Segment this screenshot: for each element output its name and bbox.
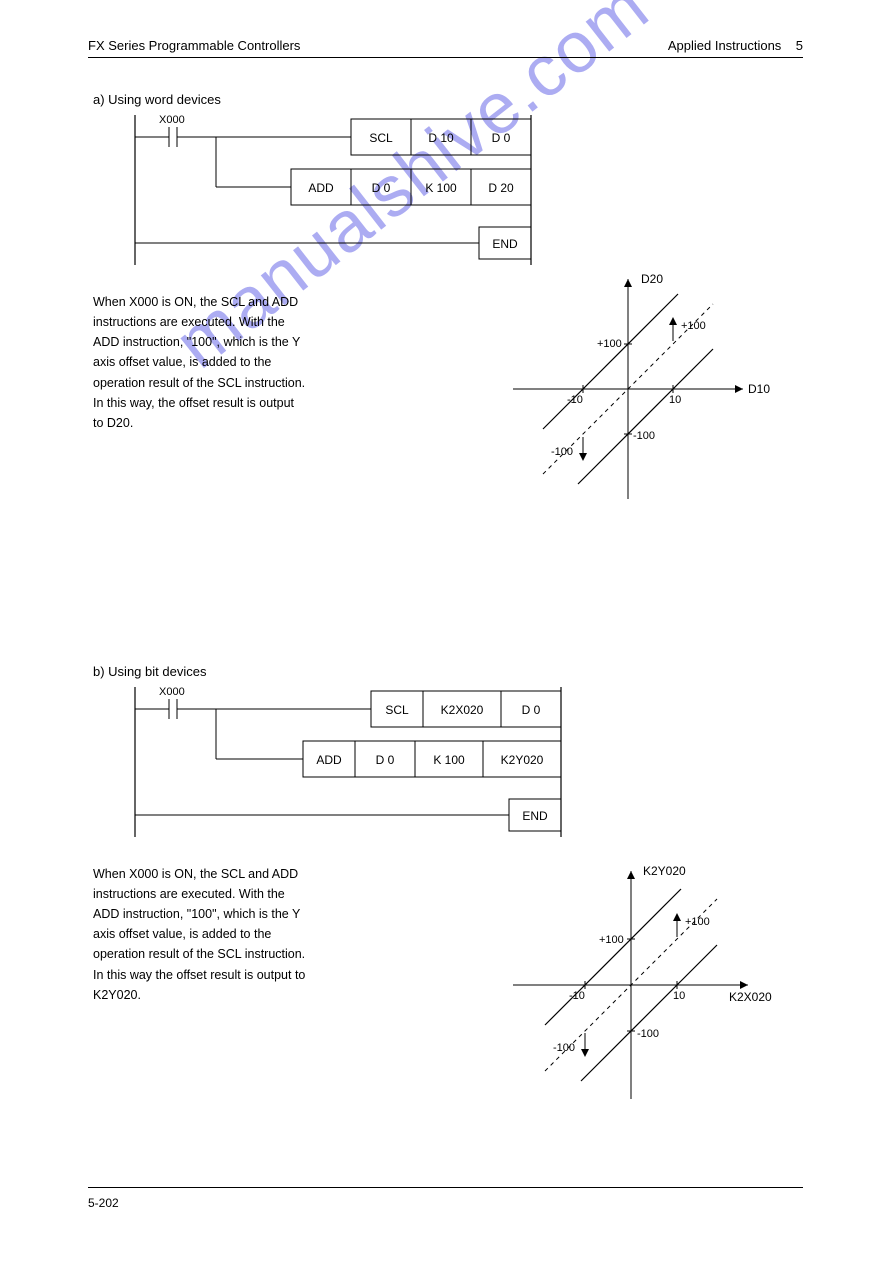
graph-b-xtick-neg: -10 bbox=[569, 990, 585, 1002]
header-right: Applied Instructions 5 bbox=[668, 38, 803, 53]
desc-a: When X000 is ON, the SCL and ADD instruc… bbox=[93, 293, 463, 434]
ladder-a-r2-b2: D 0 bbox=[372, 181, 391, 195]
desc-a-l7: to D20. bbox=[93, 414, 463, 432]
graph-a-ylabel: D20 bbox=[641, 272, 663, 286]
ladder-a-r1-b2: D 10 bbox=[428, 131, 454, 145]
header-left: FX Series Programmable Controllers bbox=[88, 38, 300, 53]
page-content: FX Series Programmable Controllers Appli… bbox=[88, 38, 803, 1006]
desc-b-l7: K2Y020. bbox=[93, 986, 463, 1004]
ladder-diagram-a: X000 SCL D 10 D 0 ADD D 0 K 100 D 20 END bbox=[131, 115, 803, 275]
desc-b-l2: instructions are executed. With the bbox=[93, 885, 463, 903]
section-b-title: b) Using bit devices bbox=[93, 664, 803, 679]
graph-b-ytick-neg: -100 bbox=[637, 1028, 659, 1040]
graph-a-xtick-pos: 10 bbox=[669, 394, 681, 406]
graph-a-arrow-up: +100 bbox=[681, 320, 706, 332]
ladder-a-r2-b3: K 100 bbox=[425, 181, 457, 195]
section-a-title: a) Using word devices bbox=[93, 92, 803, 107]
desc-a-l5: operation result of the SCL instruction. bbox=[93, 374, 463, 392]
ladder-a-r3-b1: END bbox=[492, 237, 518, 251]
desc-a-l6: In this way, the offset result is output bbox=[93, 394, 463, 412]
graph-b: K2Y020 K2X020 +100 -100 10 -10 +100 -100 bbox=[493, 857, 793, 1117]
graph-b-ylabel: K2Y020 bbox=[643, 864, 686, 878]
footer-left: 5-202 bbox=[88, 1196, 119, 1210]
header-right-title: Applied Instructions bbox=[668, 38, 781, 53]
ladder-b-contact: X000 bbox=[159, 687, 185, 698]
desc-b-l5: operation result of the SCL instruction. bbox=[93, 945, 463, 963]
graph-b-xlabel: K2X020 bbox=[729, 990, 772, 1004]
desc-a-l2: instructions are executed. With the bbox=[93, 313, 463, 331]
graph-a: D20 D10 +100 -100 10 -10 +100 -100 bbox=[493, 269, 793, 519]
desc-b-l3: ADD instruction, "100", which is the Y bbox=[93, 905, 463, 923]
ladder-b-r3-b1: END bbox=[522, 809, 548, 823]
footer: 5-202 bbox=[88, 1196, 803, 1210]
ladder-a-r2-b1: ADD bbox=[308, 181, 334, 195]
graph-a-ytick-neg: -100 bbox=[633, 430, 655, 442]
graph-b-arrow-dn: -100 bbox=[553, 1042, 575, 1054]
ladder-a-r1-b3: D 0 bbox=[492, 131, 511, 145]
ladder-a-r1-b1: SCL bbox=[369, 131, 393, 145]
desc-b-l6: In this way the offset result is output … bbox=[93, 966, 463, 984]
ladder-b-r2-b2: D 0 bbox=[376, 753, 395, 767]
graph-a-xlabel: D10 bbox=[748, 382, 770, 396]
header-rule bbox=[88, 57, 803, 58]
graph-b-ytick-pos: +100 bbox=[599, 934, 624, 946]
footer-rule bbox=[88, 1187, 803, 1188]
ladder-b-r2-b4: K2Y020 bbox=[501, 753, 544, 767]
desc-b-l1: When X000 is ON, the SCL and ADD bbox=[93, 865, 463, 883]
ladder-b-r2-b3: K 100 bbox=[433, 753, 465, 767]
desc-b: When X000 is ON, the SCL and ADD instruc… bbox=[93, 865, 463, 1006]
graph-b-xtick-pos: 10 bbox=[673, 990, 685, 1002]
header-right-num: 5 bbox=[796, 38, 803, 53]
desc-a-l4: axis offset value, is added to the bbox=[93, 353, 463, 371]
graph-a-xtick-neg: -10 bbox=[567, 394, 583, 406]
graph-a-ytick-pos: +100 bbox=[597, 338, 622, 350]
page-header: FX Series Programmable Controllers Appli… bbox=[88, 38, 803, 57]
ladder-diagram-b: X000 SCL K2X020 D 0 ADD D 0 K 100 K2Y020… bbox=[131, 687, 803, 847]
desc-b-l4: axis offset value, is added to the bbox=[93, 925, 463, 943]
ladder-b-r2-b1: ADD bbox=[316, 753, 342, 767]
ladder-b-r1-b2: K2X020 bbox=[441, 703, 484, 717]
graph-a-arrow-dn: -100 bbox=[551, 446, 573, 458]
graph-b-arrow-up: +100 bbox=[685, 916, 710, 928]
ladder-b-r1-b1: SCL bbox=[385, 703, 409, 717]
desc-a-l3: ADD instruction, "100", which is the Y bbox=[93, 333, 463, 351]
ladder-b-r1-b3: D 0 bbox=[522, 703, 541, 717]
ladder-a-r2-b4: D 20 bbox=[488, 181, 514, 195]
desc-a-l1: When X000 is ON, the SCL and ADD bbox=[93, 293, 463, 311]
ladder-a-contact: X000 bbox=[159, 115, 185, 126]
